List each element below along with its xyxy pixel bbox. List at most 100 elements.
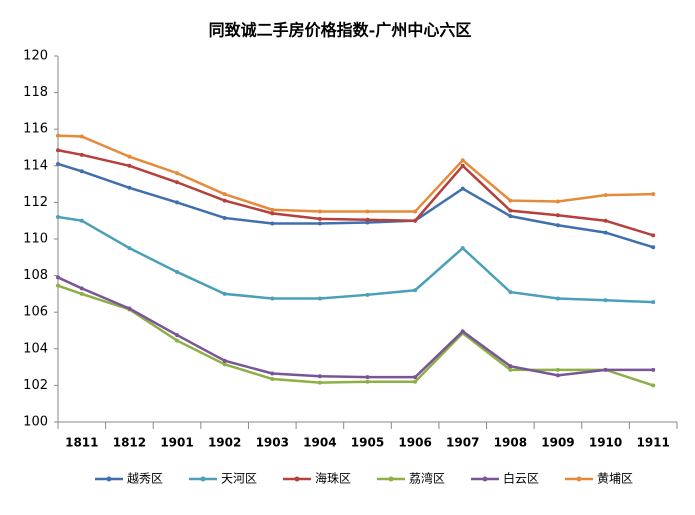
point <box>651 192 656 197</box>
point <box>555 296 560 301</box>
point <box>508 367 513 372</box>
point <box>651 300 656 305</box>
point <box>603 218 608 223</box>
point <box>365 375 370 380</box>
y-tick-label: 110 <box>23 232 48 247</box>
point <box>56 275 60 280</box>
x-tick-label: 1911 <box>636 436 669 450</box>
point <box>365 217 370 222</box>
y-tick-label: 102 <box>23 378 48 393</box>
point <box>79 218 84 223</box>
point <box>413 218 418 223</box>
legend-marker <box>200 476 206 482</box>
x-tick-label: 1907 <box>446 436 479 450</box>
point <box>270 207 275 212</box>
point <box>603 193 608 198</box>
x-tick-label: 1904 <box>303 436 336 450</box>
y-tick-label: 108 <box>23 268 48 283</box>
y-tick-label: 118 <box>23 85 48 100</box>
x-tick-label: 1906 <box>398 436 431 450</box>
point <box>413 375 418 380</box>
point <box>555 199 560 204</box>
legend-marker <box>106 476 112 482</box>
point <box>317 216 322 221</box>
point <box>555 213 560 218</box>
point <box>413 379 418 384</box>
point <box>270 221 275 226</box>
series-line <box>57 149 654 237</box>
point <box>270 211 275 216</box>
point <box>413 288 418 293</box>
point <box>365 209 370 214</box>
point <box>56 215 60 220</box>
point <box>175 269 180 274</box>
point <box>317 374 322 379</box>
point <box>555 367 560 372</box>
point <box>222 198 227 203</box>
chart-title: 同致诚二手房价格指数-广州中心六区 <box>209 21 472 40</box>
point <box>175 333 180 338</box>
legend-label: 白云区 <box>503 471 539 486</box>
x-tick-label: 1903 <box>256 436 289 450</box>
point <box>651 367 656 372</box>
point <box>79 286 84 291</box>
point <box>79 169 84 174</box>
point <box>651 245 656 250</box>
y-tick-label: 116 <box>23 122 48 137</box>
point <box>317 221 322 226</box>
legend-marker <box>482 476 488 482</box>
point <box>365 379 370 384</box>
point <box>270 376 275 381</box>
point <box>460 186 465 191</box>
point <box>175 180 180 185</box>
legend-label: 越秀区 <box>127 472 163 486</box>
point <box>127 185 132 190</box>
point <box>222 215 227 220</box>
y-tick-label: 120 <box>23 49 48 64</box>
series-line <box>57 134 654 213</box>
point <box>79 291 84 296</box>
legend-marker <box>388 476 394 482</box>
legend-label: 荔湾区 <box>409 471 445 486</box>
point <box>317 296 322 301</box>
point <box>460 329 465 334</box>
point <box>175 338 180 343</box>
point <box>56 133 60 138</box>
point <box>460 158 465 163</box>
point <box>222 192 227 197</box>
point <box>460 163 465 168</box>
series-line <box>57 162 654 249</box>
x-tick-label: 1902 <box>208 436 241 450</box>
point <box>508 290 513 295</box>
point <box>127 306 132 311</box>
x-tick-label: 1910 <box>589 436 622 450</box>
legend-marker <box>294 476 300 482</box>
legend-label: 海珠区 <box>315 471 351 486</box>
point <box>127 246 132 251</box>
point <box>222 362 227 367</box>
point <box>555 223 560 228</box>
y-tick-label: 114 <box>23 158 48 173</box>
point <box>555 373 560 378</box>
point <box>508 208 513 213</box>
x-tick-label: 1908 <box>494 436 527 450</box>
point <box>603 230 608 235</box>
legend-label: 天河区 <box>221 472 257 486</box>
point <box>56 283 60 288</box>
point <box>651 233 656 238</box>
point <box>651 383 656 388</box>
point <box>508 214 513 219</box>
legend-label: 黄埔区 <box>597 472 633 486</box>
point <box>79 152 84 157</box>
point <box>175 200 180 205</box>
x-tick-label: 1901 <box>160 436 193 450</box>
point <box>56 148 60 153</box>
y-tick-label: 112 <box>23 195 48 210</box>
y-tick-label: 100 <box>23 415 48 430</box>
point <box>508 364 513 369</box>
point <box>603 298 608 303</box>
point <box>56 161 60 166</box>
point <box>127 154 132 159</box>
point <box>365 292 370 297</box>
